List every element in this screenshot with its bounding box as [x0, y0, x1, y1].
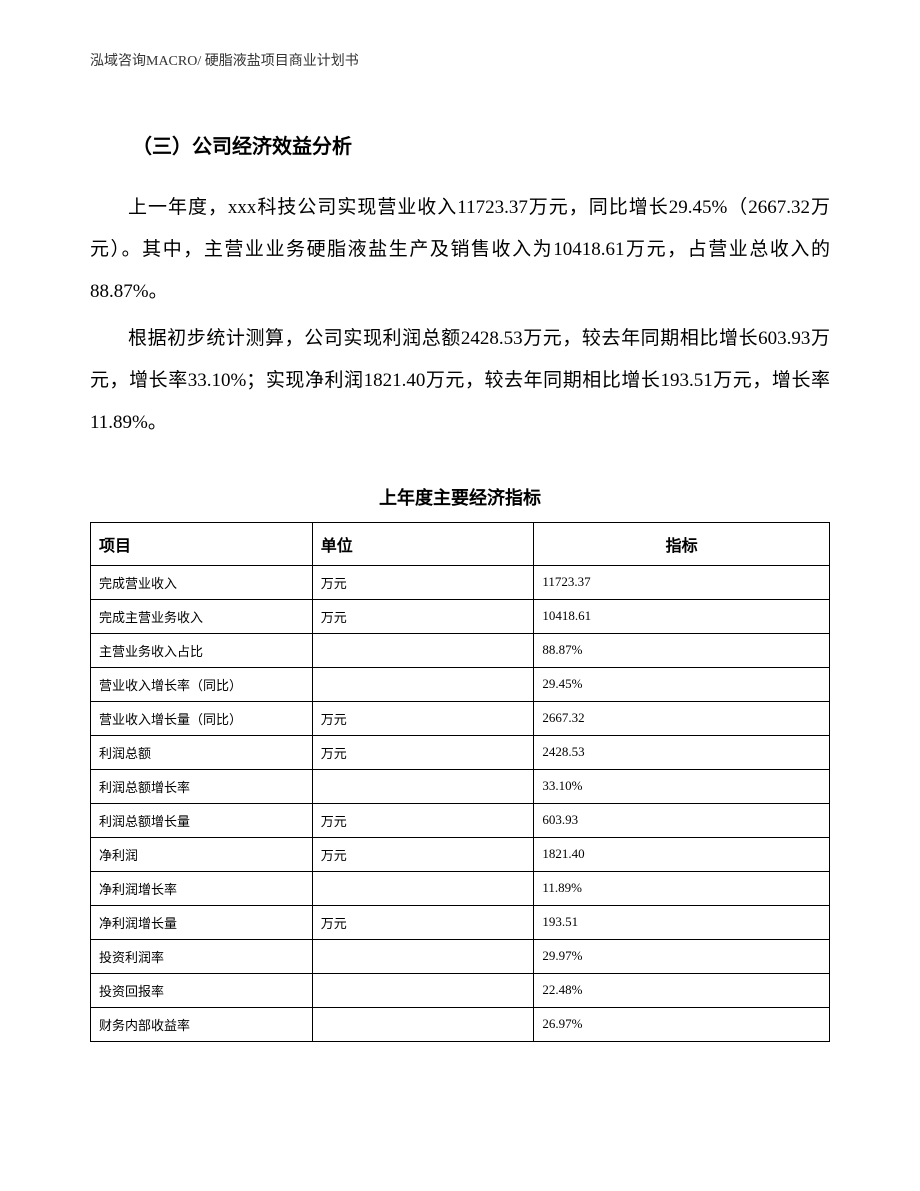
- table-cell: 营业收入增长率（同比）: [91, 667, 313, 701]
- table-cell: 营业收入增长量（同比）: [91, 701, 313, 735]
- table-cell: 22.48%: [534, 973, 830, 1007]
- table-title: 上年度主要经济指标: [90, 484, 830, 510]
- table-header-row: 项目 单位 指标: [91, 522, 830, 565]
- paragraph-1: 上一年度，xxx科技公司实现营业收入11723.37万元，同比增长29.45%（…: [90, 187, 830, 312]
- table-row: 投资利润率 29.97%: [91, 939, 830, 973]
- table-cell: 财务内部收益率: [91, 1007, 313, 1041]
- table-cell: [312, 667, 534, 701]
- table-row: 完成营业收入万元11723.37: [91, 565, 830, 599]
- table-header-cell: 单位: [312, 522, 534, 565]
- table-cell: 33.10%: [534, 769, 830, 803]
- table-cell: 11.89%: [534, 871, 830, 905]
- table-cell: 603.93: [534, 803, 830, 837]
- table-body: 完成营业收入万元11723.37完成主营业务收入万元10418.61主营业务收入…: [91, 565, 830, 1041]
- table-row: 财务内部收益率 26.97%: [91, 1007, 830, 1041]
- table-cell: 10418.61: [534, 599, 830, 633]
- table-row: 净利润增长量万元193.51: [91, 905, 830, 939]
- table-cell: 万元: [312, 837, 534, 871]
- table-row: 营业收入增长量（同比）万元2667.32: [91, 701, 830, 735]
- table-cell: 利润总额增长率: [91, 769, 313, 803]
- table-cell: 完成主营业务收入: [91, 599, 313, 633]
- table-cell: 29.45%: [534, 667, 830, 701]
- economic-indicators-table: 项目 单位 指标 完成营业收入万元11723.37完成主营业务收入万元10418…: [90, 522, 830, 1042]
- table-cell: 万元: [312, 565, 534, 599]
- table-row: 主营业务收入占比 88.87%: [91, 633, 830, 667]
- table-row: 利润总额万元2428.53: [91, 735, 830, 769]
- table-row: 投资回报率 22.48%: [91, 973, 830, 1007]
- table-row: 净利润万元1821.40: [91, 837, 830, 871]
- table-cell: 万元: [312, 735, 534, 769]
- table-cell: 投资回报率: [91, 973, 313, 1007]
- table-row: 净利润增长率 11.89%: [91, 871, 830, 905]
- table-row: 完成主营业务收入万元10418.61: [91, 599, 830, 633]
- table-cell: 利润总额增长量: [91, 803, 313, 837]
- table-cell: 利润总额: [91, 735, 313, 769]
- table-row: 利润总额增长量万元603.93: [91, 803, 830, 837]
- table-cell: 29.97%: [534, 939, 830, 973]
- table-cell: 万元: [312, 701, 534, 735]
- table-cell: 1821.40: [534, 837, 830, 871]
- table-cell: 净利润增长量: [91, 905, 313, 939]
- table-cell: 193.51: [534, 905, 830, 939]
- table-cell: 净利润增长率: [91, 871, 313, 905]
- table-cell: 2667.32: [534, 701, 830, 735]
- page-header: 泓域咨询MACRO/ 硬脂液盐项目商业计划书: [90, 50, 830, 70]
- table-cell: [312, 1007, 534, 1041]
- paragraph-block: 上一年度，xxx科技公司实现营业收入11723.37万元，同比增长29.45%（…: [90, 187, 830, 444]
- table-cell: 完成营业收入: [91, 565, 313, 599]
- table-cell: 11723.37: [534, 565, 830, 599]
- table-header-cell: 项目: [91, 522, 313, 565]
- table-cell: 万元: [312, 905, 534, 939]
- table-cell: [312, 633, 534, 667]
- table-cell: 主营业务收入占比: [91, 633, 313, 667]
- paragraph-2: 根据初步统计测算，公司实现利润总额2428.53万元，较去年同期相比增长603.…: [90, 318, 830, 443]
- table-cell: [312, 871, 534, 905]
- section-heading: （三）公司经济效益分析: [132, 130, 830, 159]
- table-cell: 2428.53: [534, 735, 830, 769]
- table-cell: 万元: [312, 599, 534, 633]
- table-row: 营业收入增长率（同比） 29.45%: [91, 667, 830, 701]
- table-cell: [312, 939, 534, 973]
- table-cell: 万元: [312, 803, 534, 837]
- table-cell: 投资利润率: [91, 939, 313, 973]
- table-header-cell: 指标: [534, 522, 830, 565]
- table-row: 利润总额增长率 33.10%: [91, 769, 830, 803]
- table-cell: 88.87%: [534, 633, 830, 667]
- table-cell: 26.97%: [534, 1007, 830, 1041]
- table-cell: [312, 769, 534, 803]
- table-cell: 净利润: [91, 837, 313, 871]
- table-cell: [312, 973, 534, 1007]
